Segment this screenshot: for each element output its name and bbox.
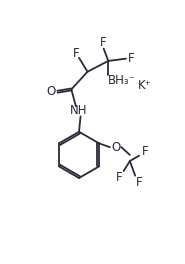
Text: O: O bbox=[47, 85, 56, 98]
Text: F: F bbox=[73, 47, 79, 60]
Text: F: F bbox=[116, 172, 122, 185]
Text: F: F bbox=[100, 36, 106, 49]
Text: K⁺: K⁺ bbox=[138, 79, 152, 92]
Text: F: F bbox=[136, 176, 142, 189]
Text: F: F bbox=[128, 52, 135, 65]
Text: F: F bbox=[142, 145, 149, 158]
Text: BH₃⁻: BH₃⁻ bbox=[108, 74, 136, 87]
Text: O: O bbox=[111, 141, 121, 154]
Text: NH: NH bbox=[70, 105, 88, 117]
